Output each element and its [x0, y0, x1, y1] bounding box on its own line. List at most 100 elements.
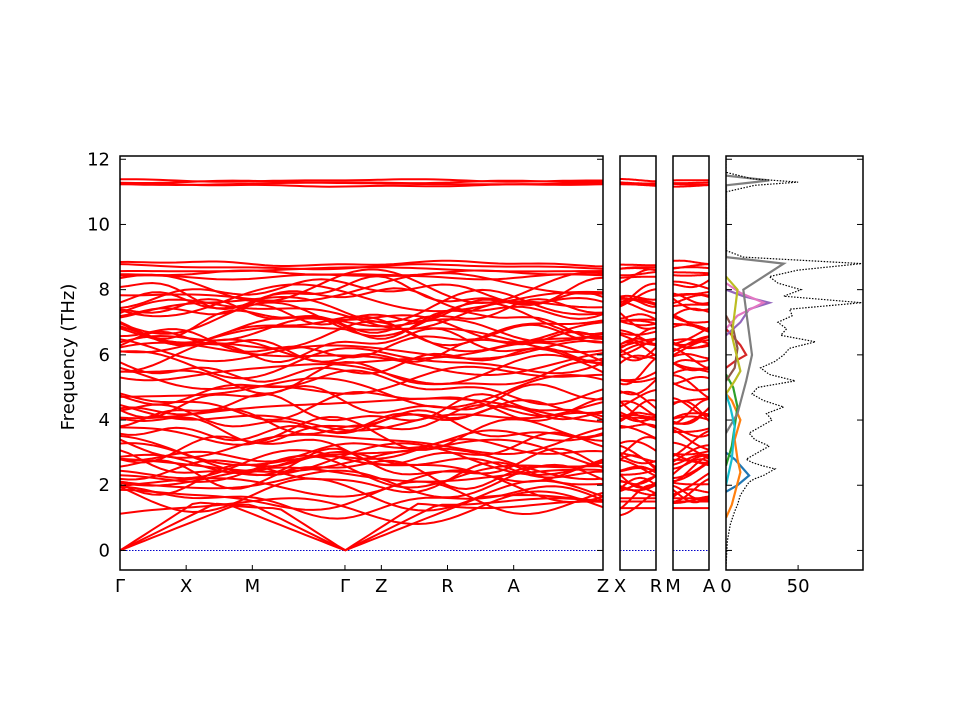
band-line: [120, 259, 603, 268]
band-line: [620, 263, 656, 267]
band-line: [120, 390, 603, 422]
band-line: [620, 297, 656, 305]
band-line: [620, 491, 656, 517]
band-line: [673, 326, 709, 345]
band-line: [120, 317, 603, 344]
band-line: [673, 280, 709, 290]
band-line: [120, 451, 603, 481]
partial-dos-curve: [726, 373, 739, 467]
dos-x-tick-label: 0: [720, 576, 731, 597]
dos-curves: [726, 156, 862, 567]
band-line: [673, 427, 709, 434]
band-line: [673, 294, 709, 305]
band-line: [120, 438, 603, 475]
partial-dos-curve: [726, 393, 736, 486]
band-line: [620, 266, 656, 270]
y-tick-label: 4: [99, 410, 110, 431]
band-line: [620, 275, 656, 279]
band-line: [620, 399, 656, 423]
x-tick-label: R: [441, 576, 454, 597]
band-line: [673, 374, 709, 399]
y-tick-label: 8: [99, 280, 110, 301]
band-line: [673, 478, 709, 503]
band-line: [620, 476, 656, 490]
band-line: [120, 369, 603, 406]
band-line: [120, 283, 603, 318]
band-line: [673, 430, 709, 458]
band-line: [620, 357, 656, 386]
band-line: [673, 358, 709, 365]
band-line: [673, 415, 709, 421]
band-line: [673, 336, 709, 346]
band-line: [673, 382, 709, 392]
x-tick-label: M: [665, 576, 681, 597]
band-line: [620, 453, 656, 465]
band-line: [620, 483, 656, 492]
band-line: [120, 365, 603, 395]
band-line: [120, 429, 603, 463]
x-tick-label: Γ: [115, 576, 125, 597]
band-line: [673, 290, 709, 298]
band-line: [120, 327, 603, 364]
band-line: [620, 183, 656, 186]
band-line: [620, 320, 656, 327]
band-line: [620, 371, 656, 382]
band-line: [673, 452, 709, 465]
band-lines: [120, 178, 603, 552]
x-tick-label: M: [245, 576, 261, 597]
band-lines: [673, 179, 709, 551]
panel-frame: [119, 155, 604, 571]
y-tick-label: 2: [99, 475, 110, 496]
band-line: [673, 426, 709, 438]
x-tick-label: X: [180, 576, 192, 597]
band-line: [673, 342, 709, 349]
band-line: [673, 398, 709, 425]
band-line: [673, 455, 709, 484]
band-line: [673, 316, 709, 331]
band-lines: [620, 178, 656, 551]
band-line: [620, 485, 656, 497]
band-line: [673, 303, 709, 308]
band-line: [673, 362, 709, 372]
dos-frame: [725, 155, 864, 571]
band-line: [673, 335, 709, 353]
band-line: [620, 178, 656, 183]
band-line: [120, 268, 603, 305]
band-line: [120, 178, 603, 183]
band-line: [620, 411, 656, 422]
y-tick-labels: 0 2 4 6 8 10 12: [87, 149, 110, 561]
band-line: [120, 269, 603, 277]
total-dos-curve: [726, 156, 862, 567]
band-line: [120, 490, 603, 526]
band-line: [120, 427, 603, 459]
partial-dos-curve: [726, 174, 787, 434]
band-line: [120, 273, 603, 281]
dos-x-tick-label: 50: [787, 576, 810, 597]
band-line: [673, 353, 709, 360]
band-line: [120, 272, 603, 303]
band-line: [673, 376, 709, 386]
band-line: [620, 376, 656, 383]
band-line: [673, 279, 709, 289]
band-line: [620, 468, 656, 476]
band-line: [120, 347, 603, 380]
y-tick-label: 10: [87, 214, 110, 235]
band-line: [673, 273, 709, 277]
band-line: [673, 428, 709, 451]
band-line: [620, 294, 656, 301]
band-line: [673, 444, 709, 463]
band-line: [120, 461, 603, 496]
band-line: [620, 388, 656, 408]
panel-frame: [672, 155, 710, 571]
band-line: [120, 301, 603, 338]
band-line: [120, 500, 603, 552]
band-line: [620, 379, 656, 396]
band-line: [620, 319, 656, 325]
band-line: [120, 397, 603, 423]
band-line: [673, 397, 709, 404]
band-line: [120, 493, 603, 552]
band-line: [620, 282, 656, 307]
